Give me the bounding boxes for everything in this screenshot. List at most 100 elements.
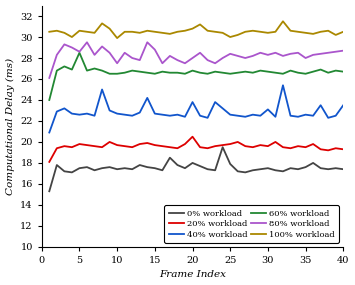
80% workload [175, 58, 180, 62]
80% workload [130, 56, 134, 60]
40% workload [288, 114, 293, 117]
40% workload [198, 114, 202, 117]
100% workload [266, 31, 270, 34]
20% workload [311, 142, 315, 146]
0% workload [175, 163, 180, 167]
60% workload [77, 51, 82, 54]
0% workload [228, 162, 232, 166]
Line: 20% workload: 20% workload [49, 137, 343, 162]
40% workload [130, 114, 134, 117]
20% workload [115, 143, 119, 147]
80% workload [228, 52, 232, 56]
40% workload [266, 108, 270, 111]
0% workload [190, 161, 195, 165]
60% workload [251, 71, 255, 74]
60% workload [190, 69, 195, 72]
100% workload [334, 33, 338, 37]
60% workload [153, 72, 157, 76]
100% workload [251, 29, 255, 32]
100% workload [183, 29, 187, 32]
20% workload [138, 142, 142, 146]
80% workload [281, 54, 285, 58]
0% workload [281, 170, 285, 173]
40% workload [281, 84, 285, 87]
20% workload [281, 145, 285, 149]
100% workload [92, 31, 97, 34]
100% workload [115, 36, 119, 40]
100% workload [77, 29, 82, 32]
20% workload [258, 143, 262, 147]
60% workload [258, 69, 262, 72]
20% workload [228, 142, 232, 146]
60% workload [206, 72, 210, 76]
60% workload [145, 71, 149, 74]
60% workload [175, 71, 180, 74]
100% workload [296, 30, 300, 34]
40% workload [190, 100, 195, 104]
20% workload [122, 144, 127, 148]
0% workload [288, 166, 293, 170]
80% workload [236, 54, 240, 58]
40% workload [273, 115, 278, 119]
20% workload [47, 160, 51, 164]
100% workload [145, 29, 149, 32]
0% workload [122, 166, 127, 170]
40% workload [168, 114, 172, 117]
100% workload [341, 30, 345, 34]
60% workload [273, 71, 278, 74]
60% workload [183, 72, 187, 76]
40% workload [77, 113, 82, 116]
40% workload [62, 107, 66, 110]
80% workload [85, 40, 89, 44]
0% workload [311, 161, 315, 165]
60% workload [55, 69, 59, 72]
0% workload [198, 164, 202, 168]
40% workload [55, 110, 59, 113]
20% workload [334, 146, 338, 150]
80% workload [266, 53, 270, 57]
20% workload [77, 142, 82, 146]
20% workload [288, 146, 293, 150]
20% workload [175, 146, 180, 150]
0% workload [258, 168, 262, 171]
20% workload [160, 144, 164, 148]
100% workload [153, 30, 157, 34]
100% workload [318, 30, 323, 34]
60% workload [92, 67, 97, 70]
80% workload [304, 56, 308, 60]
20% workload [100, 145, 104, 149]
0% workload [183, 166, 187, 170]
80% workload [311, 53, 315, 57]
100% workload [273, 30, 278, 34]
0% workload [70, 171, 74, 174]
0% workload [206, 168, 210, 171]
60% workload [334, 69, 338, 72]
0% workload [100, 166, 104, 170]
40% workload [115, 112, 119, 115]
100% workload [311, 32, 315, 36]
60% workload [220, 71, 225, 74]
60% workload [70, 68, 74, 71]
100% workload [55, 29, 59, 32]
80% workload [190, 56, 195, 60]
40% workload [341, 103, 345, 107]
80% workload [206, 58, 210, 62]
40% workload [213, 100, 217, 104]
Y-axis label: Computational Delay (ms): Computational Delay (ms) [6, 58, 15, 195]
80% workload [251, 54, 255, 58]
20% workload [206, 146, 210, 150]
0% workload [326, 168, 330, 171]
60% workload [130, 69, 134, 72]
80% workload [288, 52, 293, 56]
40% workload [145, 96, 149, 99]
20% workload [304, 145, 308, 149]
X-axis label: Frame Index: Frame Index [159, 270, 226, 280]
80% workload [243, 56, 247, 60]
20% workload [168, 145, 172, 149]
80% workload [326, 51, 330, 54]
60% workload [243, 70, 247, 73]
80% workload [334, 50, 338, 53]
20% workload [341, 148, 345, 151]
100% workload [190, 27, 195, 30]
100% workload [122, 30, 127, 34]
